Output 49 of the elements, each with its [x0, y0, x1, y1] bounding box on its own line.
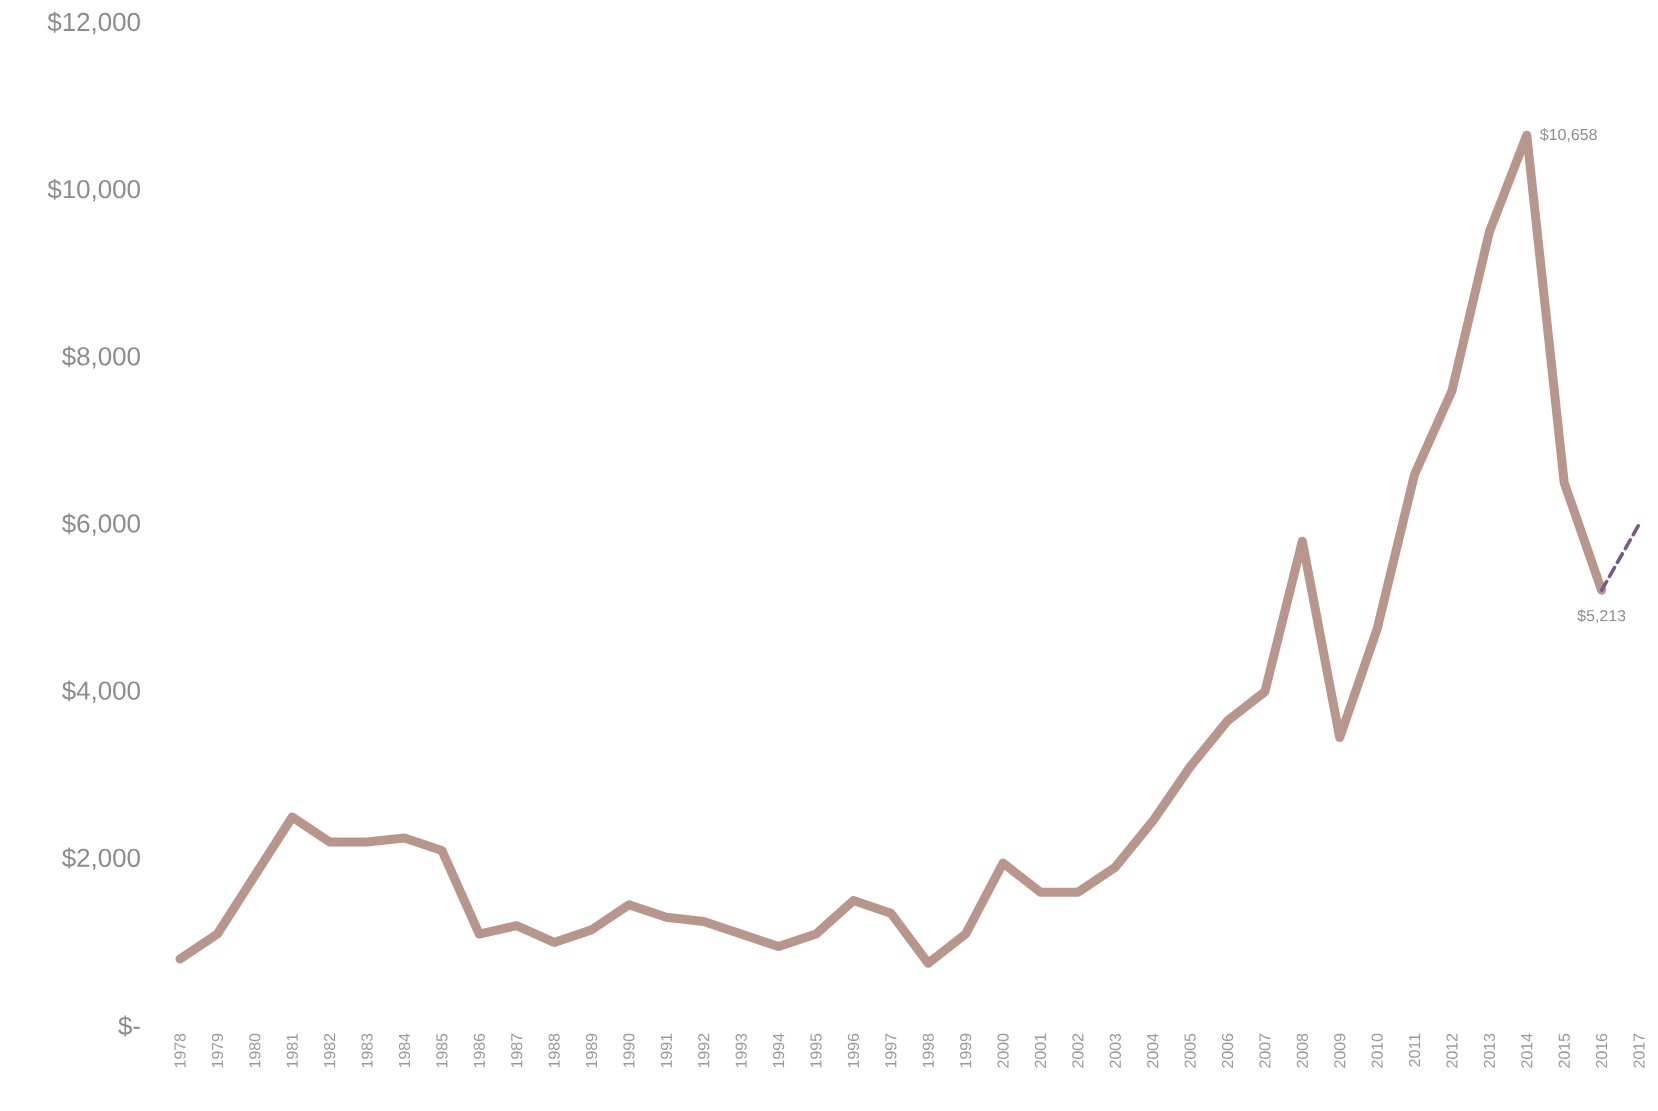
x-tick-label: 1999 — [960, 1033, 972, 1068]
x-tick-label: 1987 — [511, 1033, 523, 1068]
x-tick-label: 1989 — [585, 1033, 598, 1068]
x-tick-label: 1992 — [698, 1033, 710, 1068]
y-tick-label: $- — [118, 1015, 140, 1037]
data-label: $5,213 — [1577, 609, 1626, 624]
x-tick-label: 2006 — [1221, 1033, 1234, 1068]
y-tick-label: $12,000 — [47, 11, 140, 35]
x-tick-label: 1980 — [249, 1033, 261, 1068]
x-tick-label: 2012 — [1446, 1033, 1458, 1068]
x-tick-label: 2017 — [1633, 1033, 1645, 1068]
x-tick-label: 2004 — [1147, 1033, 1159, 1068]
y-tick-label: $6,000 — [62, 513, 140, 536]
x-tick-label: 1979 — [211, 1033, 224, 1068]
x-tick-label: 1990 — [623, 1033, 635, 1068]
x-tick-label: 1981 — [286, 1033, 298, 1068]
x-tick-label: 1978 — [174, 1033, 186, 1068]
x-tick-label: 1986 — [473, 1033, 485, 1068]
x-tick-label: 1993 — [735, 1033, 747, 1068]
x-tick-label: 2005 — [1184, 1033, 1196, 1068]
x-tick-label: 2013 — [1483, 1033, 1496, 1068]
x-tick-label: 2001 — [1034, 1033, 1047, 1068]
y-tick-label: $4,000 — [62, 680, 140, 703]
x-tick-label: 1985 — [436, 1033, 448, 1068]
x-tick-label: 1995 — [810, 1033, 822, 1068]
x-tick-label: 2011 — [1408, 1033, 1421, 1067]
x-tick-label: 1998 — [922, 1033, 934, 1068]
x-tick-label: 1982 — [324, 1033, 336, 1068]
x-tick-label: 2003 — [1109, 1033, 1121, 1068]
x-tick-label: 1983 — [361, 1033, 373, 1068]
x-tick-label: 2015 — [1558, 1033, 1570, 1068]
x-tick-label: 1984 — [398, 1033, 411, 1068]
x-tick-label: 1996 — [847, 1033, 860, 1068]
x-tick-label: 2008 — [1296, 1033, 1308, 1068]
x-tick-label: 2002 — [1072, 1033, 1084, 1068]
x-tick-label: 2009 — [1334, 1033, 1346, 1068]
y-tick-label: $2,000 — [62, 847, 140, 871]
x-tick-label: 2016 — [1595, 1033, 1608, 1068]
x-tick-label: 2007 — [1259, 1033, 1271, 1068]
x-tick-label: 1988 — [548, 1033, 560, 1068]
data-label: $10,658 — [1539, 128, 1597, 143]
x-tick-label: 1991 — [660, 1033, 672, 1068]
x-tick-label: 1994 — [772, 1033, 785, 1068]
x-tick-label: 1997 — [885, 1033, 897, 1068]
x-tick-label: 2010 — [1371, 1033, 1383, 1068]
y-tick-label: $10,000 — [47, 178, 140, 202]
y-tick-label: $8,000 — [62, 346, 140, 369]
x-tick-label: 2000 — [997, 1033, 1009, 1068]
x-tick-label: 2014 — [1521, 1033, 1533, 1068]
